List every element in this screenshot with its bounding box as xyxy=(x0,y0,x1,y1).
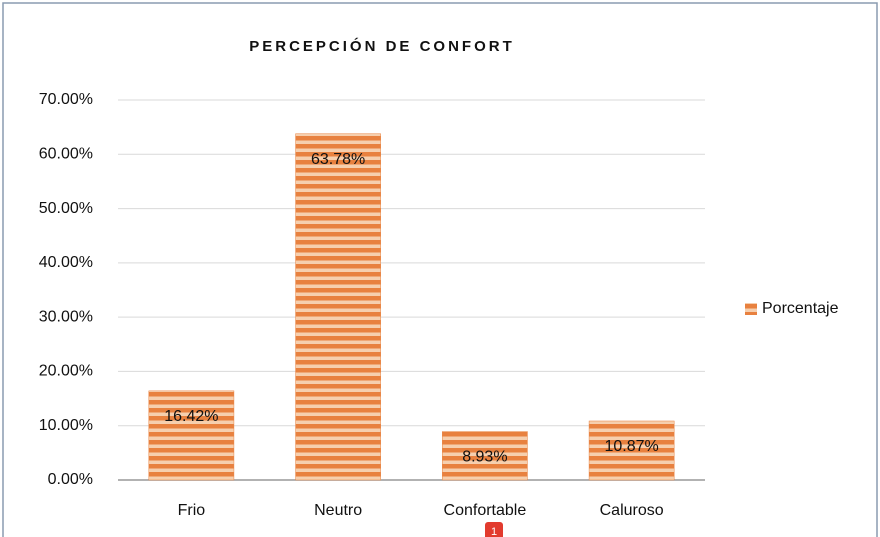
y-tick-label: 70.00% xyxy=(39,91,93,108)
bar xyxy=(148,390,235,481)
legend-label: Porcentaje xyxy=(762,300,839,317)
y-tick-label: 50.00% xyxy=(39,200,93,217)
x-tick-label: Neutro xyxy=(314,502,362,519)
x-tick-label: Frio xyxy=(178,502,206,519)
data-label: 8.93% xyxy=(462,449,507,466)
bar xyxy=(442,431,528,481)
y-tick-label: 30.00% xyxy=(39,308,93,325)
x-tick-label: Confortable xyxy=(444,502,527,519)
bar xyxy=(588,420,675,481)
data-label: 16.42% xyxy=(164,408,218,425)
y-tick-label: 60.00% xyxy=(39,146,93,163)
y-tick-label: 10.00% xyxy=(39,417,93,434)
chart-title: PERCEPCIÓN DE CONFORT xyxy=(249,37,515,55)
bar xyxy=(295,133,381,481)
y-tick-label: 20.00% xyxy=(39,363,93,380)
y-tick-label: 40.00% xyxy=(39,254,93,271)
x-tick-label: Caluroso xyxy=(600,502,664,519)
y-tick-label: 0.00% xyxy=(48,471,93,488)
data-label: 10.87% xyxy=(604,438,658,455)
badge-label: 1 xyxy=(491,526,497,537)
badge xyxy=(485,522,503,537)
legend-swatch xyxy=(745,303,757,315)
data-label: 63.78% xyxy=(311,151,365,168)
